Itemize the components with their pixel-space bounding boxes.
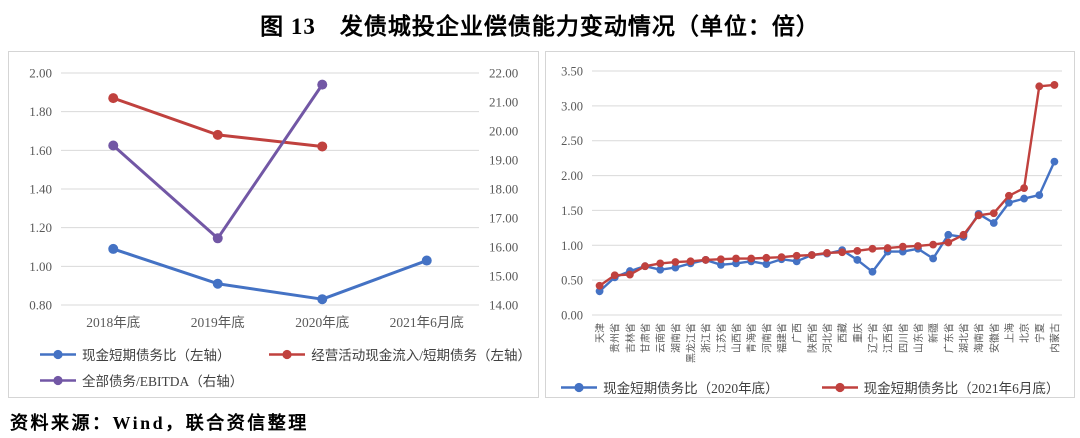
svg-text:内蒙古: 内蒙古 [1048,323,1061,353]
svg-text:吉林省: 吉林省 [623,323,636,353]
svg-text:山东省: 山东省 [911,323,924,353]
axis-labels: 3.50 3.00 2.50 2.00 1.50 1.00 0.50 0.00 天津 贵州省 吉林省… [561,65,1061,364]
legend-item-purple: 全部债务/EBITDA（右轴） [39,370,268,390]
svg-text:14.00: 14.00 [489,298,518,313]
legend-marker-icon [40,349,76,359]
series-blue [595,157,1058,296]
svg-text:陕西省: 陕西省 [805,323,818,353]
data-source: 资料来源：Wind，联合资信整理 [10,413,309,433]
series-red [595,81,1058,290]
svg-text:安徽省: 安徽省 [987,323,1000,353]
svg-text:2019年底: 2019年底 [191,315,245,330]
svg-text:天津: 天津 [594,323,606,343]
svg-text:17.00: 17.00 [489,211,518,226]
svg-text:江西省: 江西省 [881,323,894,353]
svg-text:福建省: 福建省 [775,323,788,353]
axis-labels: 2.00 1.80 1.60 1.40 1.20 1.00 0.80 22.00 21.00 20… [29,66,518,331]
legend-marker-icon [561,382,598,392]
svg-text:浙江省: 浙江省 [699,323,712,353]
charts-row: 2.00 1.80 1.60 1.40 1.20 1.00 0.80 22.00 21.00 20… [0,51,1080,398]
svg-text:21.00: 21.00 [489,95,518,110]
svg-text:广东省: 广东省 [942,323,955,353]
legend-marker-icon [40,375,76,385]
svg-text:1.20: 1.20 [29,220,52,235]
svg-text:1.40: 1.40 [29,182,52,197]
svg-text:湖南省: 湖南省 [669,323,682,353]
svg-text:新疆: 新疆 [927,323,940,343]
svg-text:20.00: 20.00 [489,124,518,139]
svg-text:2020年底: 2020年底 [295,315,349,330]
svg-text:云南省: 云南省 [654,323,667,353]
gridlines [61,72,479,306]
svg-text:2.00: 2.00 [29,66,52,81]
legend-item-red: 现金短期债务比（2021年6月底） [821,377,1060,397]
svg-text:0.80: 0.80 [29,298,52,313]
svg-text:1.60: 1.60 [29,143,52,158]
svg-text:16.00: 16.00 [489,240,518,255]
legend-label: 现金短期债务比（2020年底） [603,381,779,396]
svg-text:1.50: 1.50 [561,204,583,218]
legend-item-blue: 现金短期债务比（2020年底） [560,377,779,397]
svg-text:18.00: 18.00 [489,182,518,197]
svg-text:1.00: 1.00 [561,239,583,253]
svg-text:广西: 广西 [791,323,803,343]
svg-text:15.00: 15.00 [489,269,518,284]
svg-text:山西省: 山西省 [730,323,743,353]
svg-text:3.50: 3.50 [561,65,583,79]
svg-text:2.50: 2.50 [561,134,583,148]
gridlines [591,70,1062,316]
legend-marker-icon [269,349,306,359]
svg-text:2021年6月底: 2021年6月底 [390,315,464,330]
dual-axis-line-chart: 2.00 1.80 1.60 1.40 1.20 1.00 0.80 22.00 21.00 20… [29,66,518,331]
svg-text:河南省: 河南省 [760,323,773,353]
svg-text:1.00: 1.00 [29,259,52,274]
province-line-chart: 3.50 3.00 2.50 2.00 1.50 1.00 0.50 0.00 天津 贵州省 吉林省… [561,65,1062,364]
svg-text:3.00: 3.00 [561,99,583,113]
legend-label: 全部债务/EBITDA（右轴） [82,374,244,389]
svg-text:19.00: 19.00 [489,153,518,168]
svg-text:江苏省: 江苏省 [714,323,727,353]
series-red [108,93,328,152]
svg-text:重庆: 重庆 [851,323,864,343]
svg-text:北京: 北京 [1018,323,1031,343]
series-blue [108,243,432,305]
svg-text:青海省: 青海省 [745,323,758,353]
svg-text:贵州省: 贵州省 [608,323,621,353]
svg-text:湖北省: 湖北省 [957,323,970,353]
svg-text:甘肃省: 甘肃省 [639,323,652,353]
svg-text:1.80: 1.80 [29,104,52,119]
svg-text:上海: 上海 [1002,323,1015,343]
right-chart-panel: 3.50 3.00 2.50 2.00 1.50 1.00 0.50 0.00 天津 贵州省 吉林省… [544,51,1075,398]
legend-label: 现金短期债务比（左轴） [82,348,231,363]
series-purple [108,79,328,244]
svg-text:2018年底: 2018年底 [86,315,140,330]
svg-text:河北省: 河北省 [821,323,834,353]
svg-text:宁夏: 宁夏 [1033,323,1046,343]
svg-text:海南省: 海南省 [972,323,985,353]
svg-text:黑龙江省: 黑龙江省 [684,323,697,363]
legend-marker-icon [821,382,858,392]
svg-text:2.00: 2.00 [561,169,583,183]
figure-title: 图 13 发债城投企业偿债能力变动情况（单位：倍） [260,14,820,39]
legend-item-red: 经营活动现金流入/短期债务（左轴） [268,344,537,364]
svg-text:22.00: 22.00 [489,66,518,81]
legend-label: 现金短期债务比（2021年6月底） [863,381,1060,396]
svg-text:四川省: 四川省 [896,323,909,353]
left-chart-legend: 现金短期债务比（左轴） 经营活动现金流入/短期债务（左轴） 全部债务/EBITDA（… [9,344,538,390]
svg-text:辽宁省: 辽宁省 [866,323,879,353]
svg-text:0.50: 0.50 [561,274,583,288]
left-chart-panel: 2.00 1.80 1.60 1.40 1.20 1.00 0.80 22.00 21.00 20… [8,51,539,398]
svg-text:0.00: 0.00 [561,309,583,323]
legend-label: 经营活动现金流入/短期债务（左轴） [311,348,532,363]
svg-text:西藏: 西藏 [837,323,849,343]
right-chart-legend: 现金短期债务比（2020年底） 现金短期债务比（2021年6月底） [546,377,1075,397]
legend-item-blue: 现金短期债务比（左轴） [39,344,268,364]
